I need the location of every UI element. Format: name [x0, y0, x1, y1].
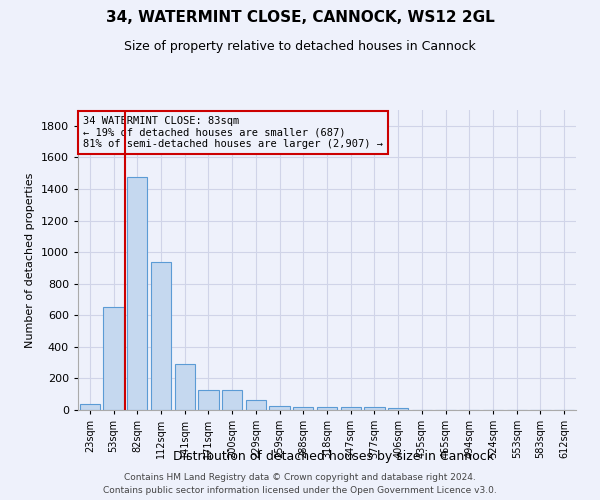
Text: 34, WATERMINT CLOSE, CANNOCK, WS12 2GL: 34, WATERMINT CLOSE, CANNOCK, WS12 2GL: [106, 10, 494, 25]
Bar: [269, 406, 290, 410]
Bar: [151, 262, 171, 410]
Bar: [246, 400, 266, 410]
Y-axis label: Number of detached properties: Number of detached properties: [25, 172, 35, 348]
Text: Contains HM Land Registry data © Crown copyright and database right 2024.: Contains HM Land Registry data © Crown c…: [124, 474, 476, 482]
Text: Contains public sector information licensed under the Open Government Licence v3: Contains public sector information licen…: [103, 486, 497, 495]
Bar: [388, 408, 408, 410]
Text: Size of property relative to detached houses in Cannock: Size of property relative to detached ho…: [124, 40, 476, 53]
Bar: [127, 178, 148, 410]
Bar: [364, 407, 385, 410]
Bar: [103, 307, 124, 410]
Bar: [293, 407, 313, 410]
Bar: [222, 390, 242, 410]
Bar: [341, 407, 361, 410]
Text: Distribution of detached houses by size in Cannock: Distribution of detached houses by size …: [173, 450, 494, 463]
Bar: [175, 364, 195, 410]
Bar: [317, 407, 337, 410]
Bar: [199, 390, 218, 410]
Bar: [80, 404, 100, 410]
Text: 34 WATERMINT CLOSE: 83sqm
← 19% of detached houses are smaller (687)
81% of semi: 34 WATERMINT CLOSE: 83sqm ← 19% of detac…: [83, 116, 383, 149]
